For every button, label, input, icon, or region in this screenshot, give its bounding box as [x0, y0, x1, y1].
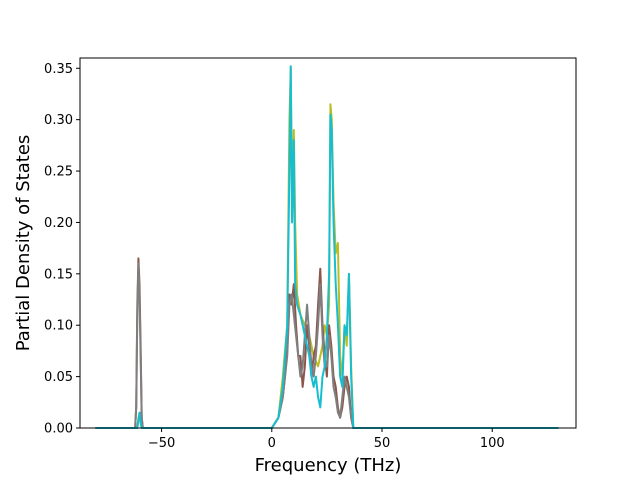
y-axis-ticks: 0.00 0.05 0.10 0.15 0.20 0.25 0.30 0.35 [44, 62, 80, 437]
x-tick-label: −50 [148, 436, 175, 451]
y-tick-label: 0.25 [44, 165, 73, 180]
x-axis-ticks: −50 0 50 100 [148, 428, 505, 451]
plot-frame [79, 57, 577, 429]
x-tick-label: 100 [480, 436, 505, 451]
x-tick-label: 50 [374, 436, 391, 451]
y-tick-label: 0.30 [44, 113, 73, 128]
y-tick-label: 0.05 [44, 370, 73, 385]
y-tick-label: 0.10 [44, 319, 73, 334]
y-tick-label: 0.00 [44, 422, 73, 437]
y-tick-label: 0.35 [44, 62, 73, 77]
x-axis-label: Frequency (THz) [255, 455, 402, 476]
y-tick-label: 0.20 [44, 216, 73, 231]
x-tick-label: 0 [268, 436, 276, 451]
series-line-3 [95, 262, 559, 429]
y-tick-label: 0.15 [44, 267, 73, 282]
y-axis-label: Partial Density of States [13, 135, 34, 352]
series-layer [95, 65, 559, 429]
series-line-4 [95, 65, 559, 429]
